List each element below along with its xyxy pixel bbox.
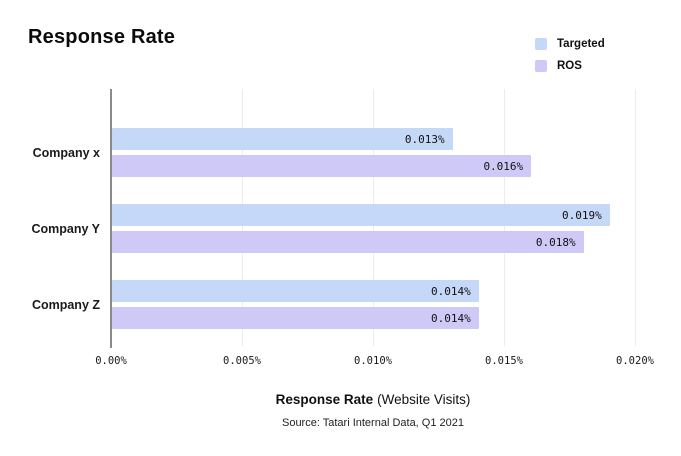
category-label: Company x <box>32 145 100 160</box>
bar-value-label: 0.014% <box>431 284 471 298</box>
x-tick-label: 0.005% <box>223 355 261 367</box>
bar-value-label: 0.019% <box>562 208 602 222</box>
bar-targeted: 0.013% <box>112 128 453 150</box>
plot-area: 0.013% 0.016% 0.019% 0.018% 0.014% 0.014% <box>110 89 648 348</box>
bar-ros: 0.016% <box>112 155 532 177</box>
legend-swatch-ros <box>535 59 547 72</box>
x-axis-ticks: 0.00% 0.005% 0.010% 0.015% 0.020% <box>95 355 654 371</box>
category-label: Company Y <box>31 221 100 236</box>
bar-targeted: 0.014% <box>112 280 479 302</box>
bar-value-label: 0.014% <box>431 311 471 325</box>
x-axis-title: Response Rate (Website Visits) <box>111 392 635 407</box>
x-tick-label: 0.020% <box>616 355 654 367</box>
legend-label-targeted: Targeted <box>557 37 605 50</box>
bar-ros: 0.018% <box>112 231 584 253</box>
x-axis-title-bold: Response Rate <box>275 392 374 407</box>
y-axis-line <box>110 89 112 348</box>
bar-ros: 0.014% <box>112 307 479 329</box>
source-caption: Source: Tatari Internal Data, Q1 2021 <box>281 417 464 429</box>
x-tick-label: 0.00% <box>95 355 127 367</box>
legend-item-targeted: Targeted <box>535 36 605 51</box>
x-tick-label: 0.015% <box>485 355 523 367</box>
x-tick-label: 0.010% <box>354 355 392 367</box>
legend-label-ros: ROS <box>557 59 582 72</box>
x-axis-title-rest: (Website Visits) <box>377 392 471 407</box>
gridline <box>635 89 636 346</box>
bar-targeted: 0.019% <box>112 204 610 226</box>
legend-swatch-targeted <box>535 37 547 50</box>
bar-value-label: 0.016% <box>483 159 524 173</box>
category-label: Company Z <box>31 297 100 312</box>
legend-item-ros: ROS <box>535 58 605 73</box>
bar-value-label: 0.013% <box>404 132 445 146</box>
category-labels: Company x Company Y Company Z <box>0 89 100 346</box>
bar-value-label: 0.018% <box>535 235 576 249</box>
chart-title: Response Rate <box>28 26 176 48</box>
legend: Targeted ROS <box>535 36 605 73</box>
